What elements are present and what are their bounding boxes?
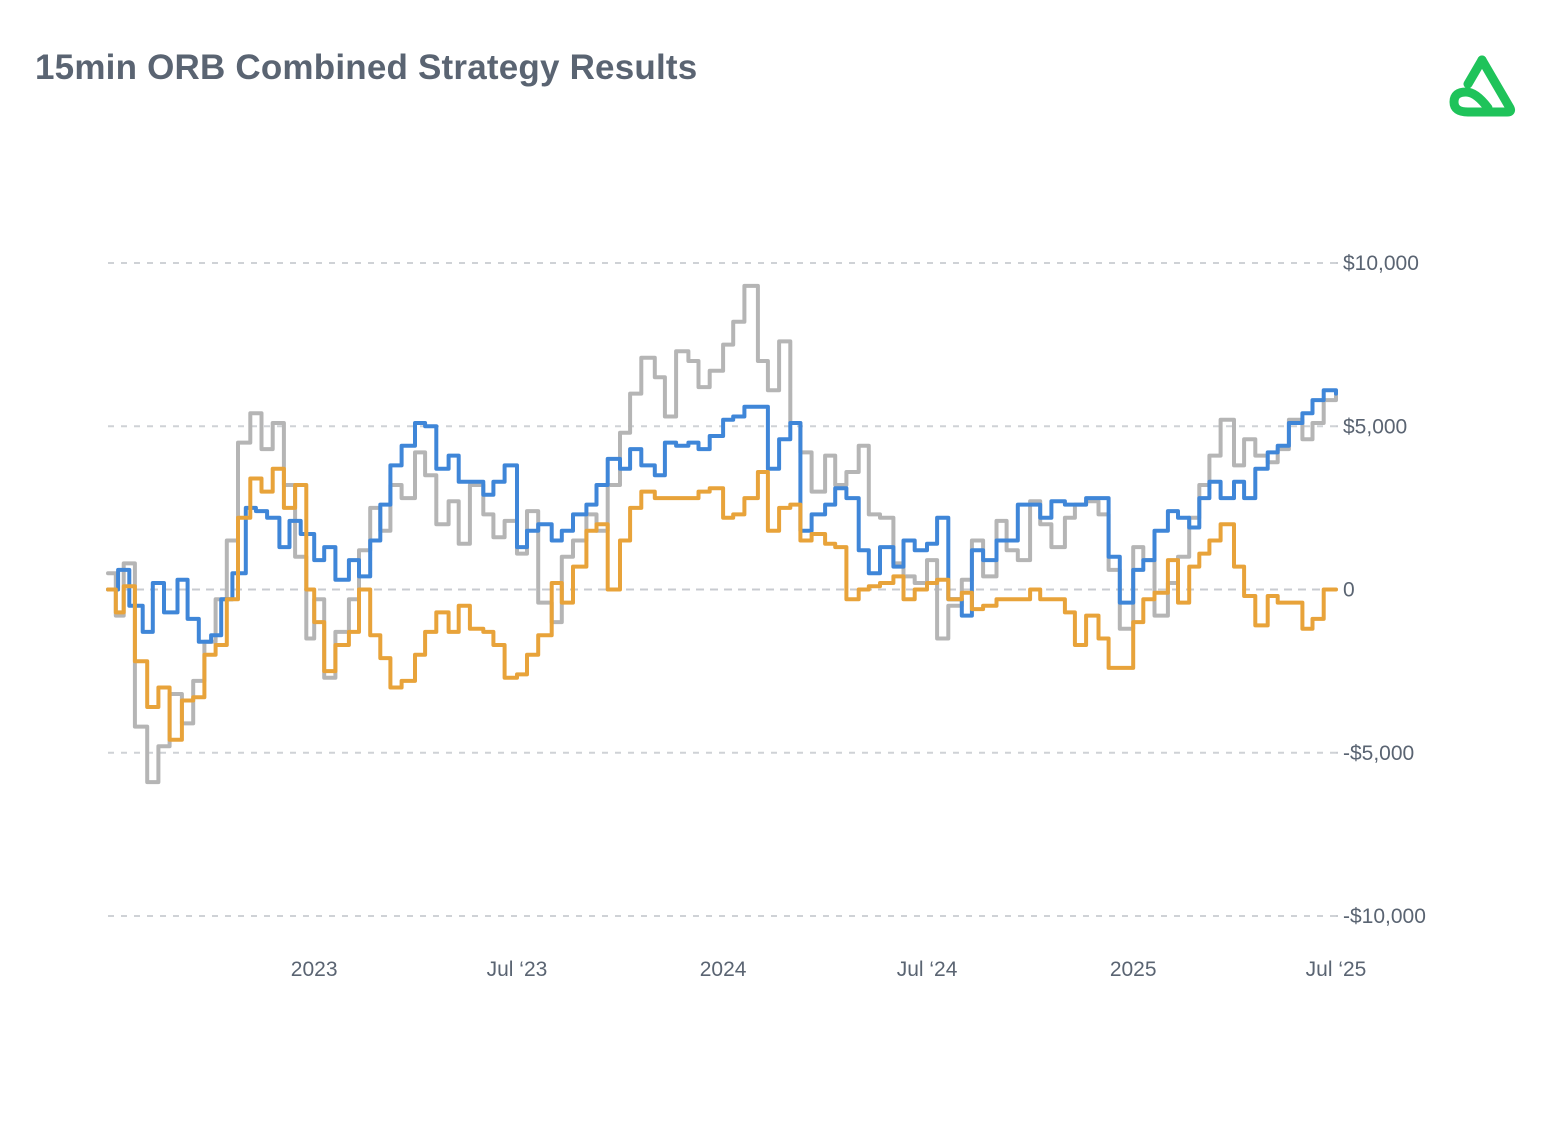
series-line-blue (106, 388, 1338, 644)
x-tick-label: 2025 (1110, 958, 1157, 981)
y-tick-label: $5,000 (1343, 415, 1407, 438)
y-tick-label: -$5,000 (1343, 742, 1414, 765)
x-tick-label: 2024 (700, 958, 747, 981)
x-tick-label: Jul ‘24 (897, 958, 958, 981)
x-tick-label: Jul ‘23 (487, 958, 548, 981)
x-axis: 2023 Jul ‘23 2024 Jul ‘24 2025 Jul ‘25 (291, 958, 1367, 981)
y-axis: $10,000 $5,000 0 -$5,000 -$10,000 (1343, 252, 1426, 928)
y-tick-label: 0 (1343, 579, 1355, 602)
series-line-gray (106, 283, 1338, 785)
x-tick-label: 2023 (291, 958, 338, 981)
y-tick-label: $10,000 (1343, 252, 1419, 275)
y-tick-label: -$10,000 (1343, 905, 1426, 928)
green-triangle-loop-logo-icon (1449, 55, 1516, 117)
series-layer (106, 283, 1338, 785)
chart-title: 15min ORB Combined Strategy Results (35, 48, 698, 87)
series-line-orange (106, 466, 1338, 742)
x-tick-label: Jul ‘25 (1306, 958, 1367, 981)
